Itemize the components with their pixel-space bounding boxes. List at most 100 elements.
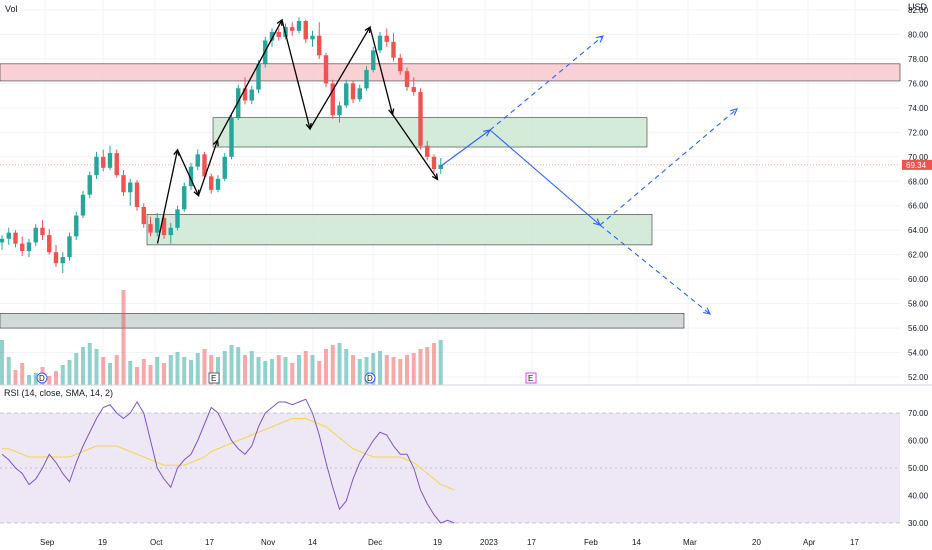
candle bbox=[438, 158, 443, 174]
candle bbox=[161, 215, 167, 239]
volume-bar bbox=[209, 355, 214, 385]
projection-line[interactable] bbox=[599, 224, 711, 315]
volume-bar bbox=[324, 349, 328, 385]
volume-bar bbox=[418, 349, 423, 385]
volume-bar bbox=[405, 355, 409, 385]
candle bbox=[182, 182, 187, 212]
volume-bar bbox=[87, 343, 92, 385]
volume-bar bbox=[20, 363, 25, 385]
volume-bar bbox=[128, 361, 133, 385]
volume-bar bbox=[398, 359, 403, 385]
volume-bar bbox=[297, 355, 301, 385]
volume-bar bbox=[148, 365, 153, 385]
volume-bar bbox=[195, 353, 200, 385]
candle bbox=[296, 17, 302, 34]
pattern-line[interactable] bbox=[309, 26, 371, 130]
projection-arrowhead bbox=[730, 108, 738, 116]
candle bbox=[0, 235, 5, 250]
resistance-zone[interactable] bbox=[0, 63, 901, 82]
candle bbox=[195, 149, 200, 171]
candle bbox=[344, 79, 349, 108]
time-tick: Feb bbox=[584, 538, 598, 547]
time-tick: Nov bbox=[261, 538, 275, 547]
volume-bar bbox=[182, 357, 187, 385]
candle bbox=[74, 211, 79, 240]
pattern-line[interactable] bbox=[176, 149, 200, 196]
volume-bar bbox=[371, 353, 376, 385]
rsi-tick: 70.00 bbox=[908, 409, 929, 418]
rsi-tick: 50.00 bbox=[908, 464, 929, 473]
candle bbox=[377, 32, 383, 53]
volume-bar bbox=[263, 361, 268, 385]
candle bbox=[20, 236, 25, 256]
candle bbox=[141, 203, 146, 228]
volume-bar bbox=[202, 349, 207, 385]
volume-bar bbox=[60, 365, 65, 385]
candle bbox=[330, 79, 335, 119]
pattern-line[interactable] bbox=[197, 139, 219, 196]
volume-bar bbox=[276, 355, 281, 385]
volume-bar bbox=[168, 355, 173, 385]
volume-bar bbox=[378, 351, 382, 385]
zones-layer bbox=[0, 63, 901, 329]
dividend-marker[interactable]: D bbox=[36, 372, 48, 384]
projection-arrowhead bbox=[596, 35, 604, 43]
candle bbox=[310, 30, 315, 47]
candle bbox=[114, 149, 119, 178]
price-tick: 60.00 bbox=[908, 275, 929, 284]
volume-bar bbox=[357, 359, 362, 385]
time-tick: 17 bbox=[850, 538, 859, 547]
earnings-marker[interactable]: E bbox=[208, 372, 220, 384]
volume-bar bbox=[47, 376, 52, 385]
candle bbox=[425, 140, 430, 161]
time-axis[interactable]: Sep 19 Oct 17 Nov 14 Dec 19 2023 17 Feb 14 Mar 20 Apr 1… bbox=[40, 538, 859, 547]
volume-bar bbox=[337, 343, 342, 385]
candle bbox=[175, 205, 180, 231]
marker-label: E bbox=[528, 374, 533, 383]
earnings-marker[interactable]: E bbox=[525, 372, 537, 384]
pattern-line[interactable] bbox=[369, 26, 394, 115]
volume-bar bbox=[121, 290, 126, 385]
candle bbox=[350, 80, 356, 103]
volume-bar bbox=[67, 360, 72, 385]
rsi-pane[interactable]: RSI (14, close, SMA, 14, 2) 70.00 60.00 50… bbox=[0, 388, 929, 528]
candle bbox=[391, 33, 396, 62]
volume-bar bbox=[317, 361, 322, 385]
price-tick: 80.00 bbox=[908, 30, 929, 39]
volume-bar bbox=[33, 373, 38, 385]
pattern-line[interactable] bbox=[156, 149, 179, 244]
support-zone[interactable] bbox=[212, 117, 648, 148]
support-zone[interactable] bbox=[146, 213, 653, 246]
projection-line[interactable] bbox=[489, 129, 601, 226]
rsi-tick: 40.00 bbox=[908, 492, 929, 501]
pattern-line[interactable] bbox=[281, 19, 311, 130]
projection-line[interactable] bbox=[440, 129, 491, 167]
volume-bar bbox=[310, 355, 315, 385]
candle bbox=[188, 162, 194, 190]
pattern-line[interactable] bbox=[391, 114, 439, 180]
candle bbox=[256, 60, 261, 94]
volume-bar bbox=[256, 357, 261, 385]
candle bbox=[418, 88, 423, 150]
rsi-label: RSI (14, close, SMA, 14, 2) bbox=[4, 388, 113, 398]
volume-bar bbox=[391, 357, 396, 385]
projection-line[interactable] bbox=[599, 108, 738, 226]
projection-line[interactable] bbox=[489, 35, 604, 131]
candle bbox=[242, 77, 248, 105]
candle bbox=[323, 52, 329, 88]
volume-zone[interactable] bbox=[0, 313, 685, 329]
candles bbox=[0, 17, 443, 274]
volume-bar bbox=[229, 345, 234, 385]
time-tick: Mar bbox=[683, 538, 697, 547]
volume-bar bbox=[249, 351, 254, 385]
volume-bar bbox=[74, 353, 79, 385]
price-axis[interactable]: USD 82.0080.0078.0076.0074.0072.0070.006… bbox=[908, 2, 929, 382]
volume-bar bbox=[270, 359, 274, 385]
candle bbox=[80, 191, 86, 218]
volume-bar bbox=[351, 355, 355, 385]
candle bbox=[13, 230, 18, 248]
pattern-line[interactable] bbox=[216, 19, 283, 141]
dividend-marker[interactable]: D bbox=[364, 372, 376, 384]
